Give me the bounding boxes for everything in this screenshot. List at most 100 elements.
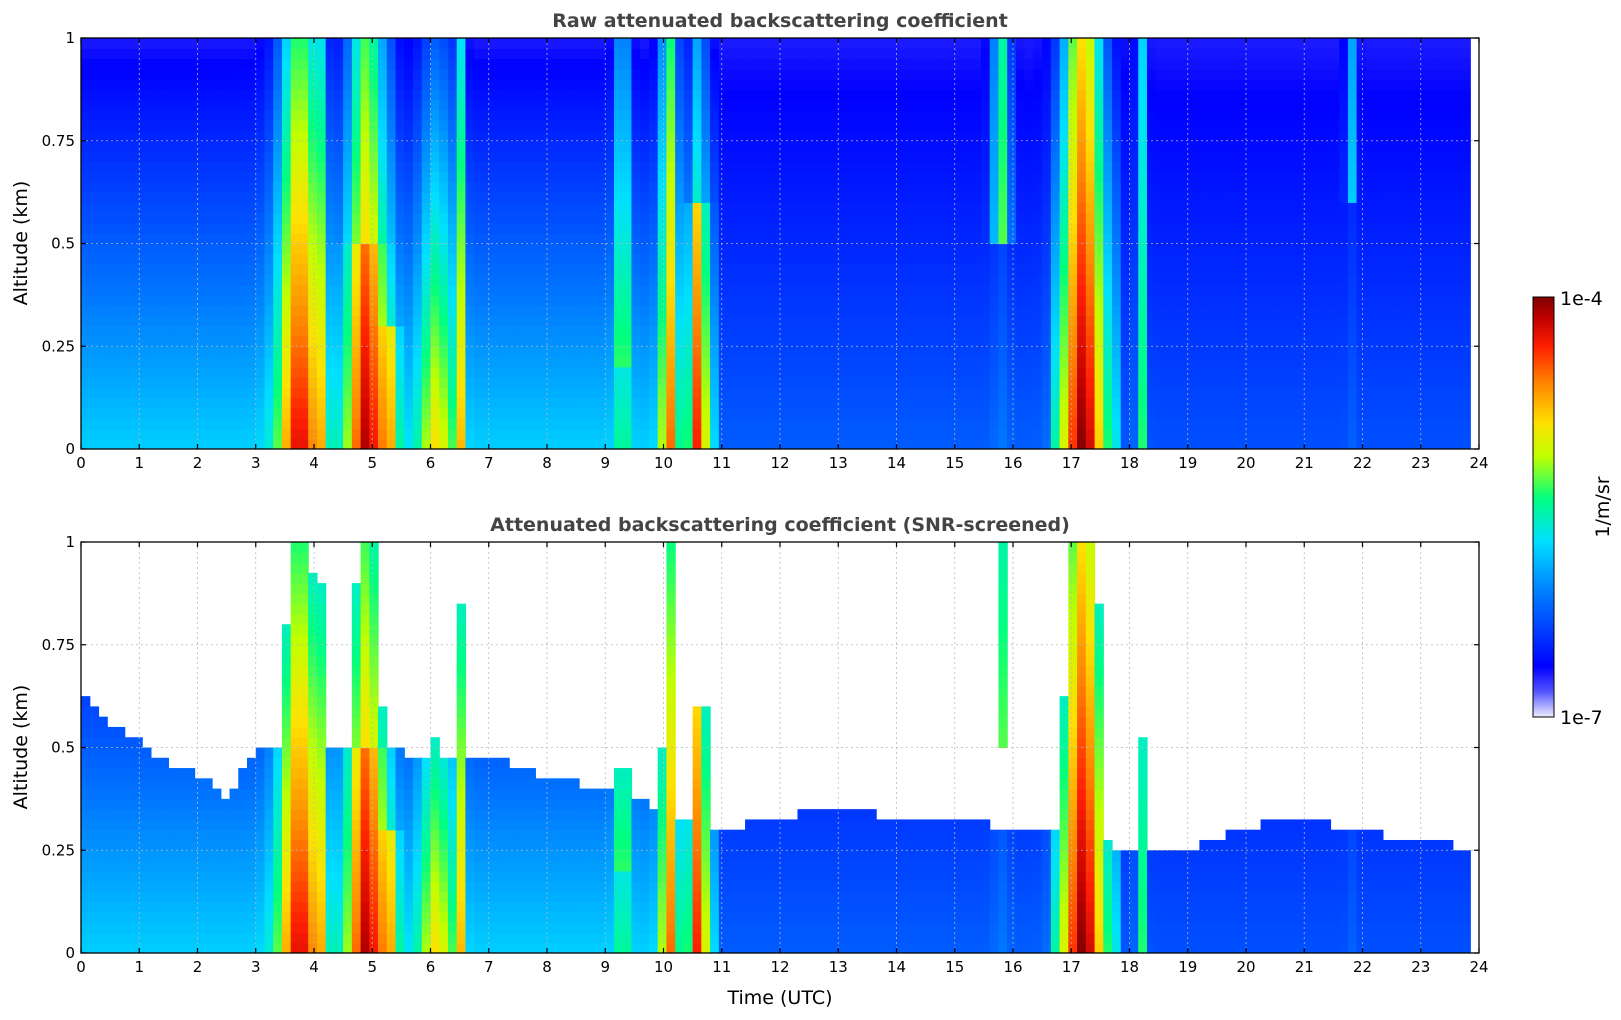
heatmap-cell [561, 222, 571, 234]
heatmap-cell [247, 418, 257, 430]
heatmap-cell [692, 171, 702, 183]
heatmap-cell [919, 366, 930, 378]
heatmap-cell [911, 58, 921, 70]
heatmap-cell [1094, 397, 1104, 409]
heatmap-cell [247, 233, 257, 245]
heatmap-cell [212, 335, 222, 347]
heatmap-cell [107, 38, 117, 49]
heatmap-cell [1042, 305, 1052, 317]
heatmap-cell [841, 202, 851, 214]
heatmap-cell [281, 418, 292, 430]
heatmap-cell [500, 192, 510, 204]
heatmap-cell [937, 274, 947, 286]
heatmap-cell [1146, 253, 1157, 265]
heatmap-cell [762, 212, 772, 224]
heatmap-cell [561, 79, 571, 90]
heatmap-cell [570, 109, 580, 121]
heatmap-cell [622, 202, 633, 214]
heatmap-cell [544, 438, 554, 449]
heatmap-cell [666, 38, 676, 49]
heatmap-cell [255, 171, 266, 183]
heatmap-cell [1033, 58, 1043, 70]
heatmap-cell [727, 89, 737, 101]
heatmap-cell [902, 192, 912, 204]
heatmap-cell [640, 438, 650, 449]
heatmap-cell [1120, 212, 1131, 224]
heatmap-cell [780, 38, 790, 49]
heatmap-cell [579, 171, 589, 183]
heatmap-cell [98, 264, 108, 275]
heatmap-cell [413, 407, 423, 419]
heatmap-cell [666, 171, 676, 183]
heatmap-cell [465, 38, 475, 49]
heatmap-cell [98, 305, 108, 317]
heatmap-cell [220, 130, 231, 142]
heatmap-cell [81, 284, 91, 296]
heatmap-cell [1085, 130, 1096, 142]
heatmap-cell [1024, 109, 1034, 121]
heatmap-cell [937, 284, 947, 296]
heatmap-cell [308, 315, 318, 327]
heatmap-cell [1085, 89, 1096, 101]
heatmap-cell [474, 274, 484, 286]
heatmap-cell [1033, 315, 1043, 327]
heatmap-cell [369, 120, 379, 132]
heatmap-cell [447, 428, 458, 440]
heatmap-cell [334, 294, 344, 306]
heatmap-cell [299, 48, 309, 60]
heatmap-cell [150, 202, 161, 214]
heatmap-cell [386, 407, 397, 419]
heatmap-cell [290, 253, 301, 265]
heatmap-cell [849, 418, 860, 430]
heatmap-cell [780, 140, 790, 152]
heatmap-cell [884, 222, 895, 234]
heatmap-cell [247, 346, 257, 358]
heatmap-cell [413, 79, 423, 90]
heatmap-cell [203, 294, 213, 306]
heatmap-cell [622, 428, 633, 440]
heatmap-cell [561, 397, 571, 409]
heatmap-cell [579, 243, 589, 255]
heatmap-cell [430, 335, 440, 347]
heatmap-cell [561, 335, 571, 347]
heatmap-cell [133, 377, 143, 388]
heatmap-cell [579, 130, 589, 142]
heatmap-cell [814, 140, 825, 152]
heatmap-cell [814, 284, 825, 296]
heatmap-cell [937, 253, 947, 265]
heatmap-cell [692, 253, 702, 265]
heatmap-cell [212, 377, 222, 388]
heatmap-cell [867, 428, 877, 440]
heatmap-cell [1094, 202, 1104, 214]
heatmap-cell [832, 428, 842, 440]
heatmap-cell [535, 202, 545, 214]
heatmap-cell [220, 418, 231, 430]
heatmap-cell [701, 294, 711, 306]
heatmap-cell [509, 58, 519, 70]
heatmap-cell [220, 161, 231, 173]
heatmap-cell [579, 315, 589, 327]
heatmap-cell [736, 346, 746, 358]
heatmap-cell [622, 181, 633, 193]
heatmap-cell [159, 89, 169, 101]
heatmap-cell [465, 151, 475, 162]
heatmap-cell [124, 38, 135, 49]
heatmap-cell [107, 325, 117, 337]
heatmap-cell [482, 99, 493, 111]
heatmap-cell [133, 222, 143, 234]
heatmap-cell [465, 212, 475, 224]
heatmap-cell [430, 407, 440, 419]
heatmap-cell [98, 212, 108, 224]
heatmap-cell [1146, 79, 1157, 90]
heatmap-cell [281, 181, 292, 193]
heatmap-cell [911, 130, 921, 142]
heatmap-cell [369, 99, 379, 111]
heatmap-cell [308, 171, 318, 183]
heatmap-cell [657, 243, 668, 255]
heatmap-cell [1077, 233, 1087, 245]
heatmap-cell [413, 418, 423, 430]
heatmap-cell [648, 212, 659, 224]
heatmap-cell [1015, 192, 1026, 204]
heatmap-cell [648, 305, 659, 317]
heatmap-cell [1068, 212, 1078, 224]
